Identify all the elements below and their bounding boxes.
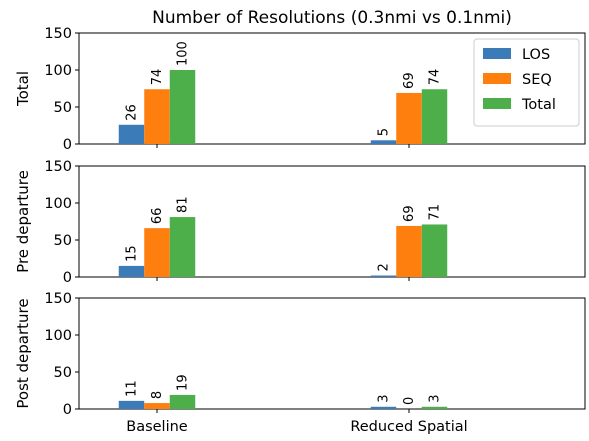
bar-los	[118, 124, 145, 144]
y-tick-label: 100	[44, 196, 72, 212]
y-tick-label: 150	[44, 159, 72, 175]
data-label: 100	[176, 41, 191, 66]
legend-label: LOS	[522, 47, 550, 63]
bar-los	[370, 406, 397, 409]
data-label: 81	[176, 197, 191, 214]
y-tick-label: 0	[63, 402, 72, 418]
y-tick-label: 50	[54, 365, 72, 381]
bar-seq	[396, 225, 422, 277]
legend-swatch-total	[483, 98, 511, 109]
y-axis-label: Post departure	[14, 298, 32, 408]
bar-total	[421, 224, 448, 277]
x-tick-label: Reduced Spatial	[350, 419, 467, 435]
bar-total	[169, 217, 196, 277]
data-label: 19	[176, 374, 191, 391]
axes-frame-3	[78, 297, 586, 410]
y-axis-label: Total	[14, 71, 32, 107]
data-label: 74	[428, 69, 443, 86]
data-label: 69	[402, 205, 417, 222]
y-axis-label: Pre departure	[14, 170, 32, 273]
legend-label: Total	[521, 97, 556, 113]
bar-los	[370, 275, 397, 277]
data-label: 0	[402, 397, 417, 405]
data-label: 26	[125, 104, 140, 121]
bar-seq	[144, 228, 170, 277]
bar-total	[421, 89, 448, 144]
bar-los	[370, 140, 397, 144]
bar-total	[421, 406, 448, 409]
x-tick-label: Baseline	[126, 419, 188, 435]
y-tick-label: 150	[44, 26, 72, 42]
bar-seq	[144, 89, 170, 144]
y-tick-label: 50	[54, 233, 72, 249]
data-label: 3	[428, 394, 443, 402]
legend-label: SEQ	[522, 72, 552, 88]
bar-seq	[396, 92, 422, 144]
bar-los	[118, 265, 145, 277]
y-tick-label: 100	[44, 63, 72, 79]
data-label: 15	[125, 245, 140, 262]
data-label: 2	[377, 263, 392, 271]
y-tick-label: 0	[63, 270, 72, 286]
data-label: 66	[150, 208, 165, 225]
y-tick-label: 50	[54, 100, 72, 116]
data-label: 3	[377, 394, 392, 402]
legend-swatch-seq	[483, 73, 511, 84]
bar-seq	[144, 403, 170, 409]
axes-frame-1	[78, 32, 586, 145]
y-tick-label: 150	[44, 291, 72, 307]
bar-total	[169, 70, 196, 144]
data-label: 11	[125, 380, 140, 397]
axes-frame-2	[78, 165, 586, 278]
data-label: 71	[428, 204, 443, 221]
data-label: 69	[402, 72, 417, 89]
data-label: 5	[377, 128, 392, 136]
legend-swatch-los	[483, 48, 511, 59]
bar-los	[118, 400, 145, 409]
chart-title: Number of Resolutions (0.3nmi vs 0.1nmi)	[152, 8, 512, 28]
bar-total	[169, 394, 196, 409]
data-label: 8	[150, 391, 165, 399]
data-label: 74	[150, 69, 165, 86]
y-tick-label: 0	[63, 137, 72, 153]
y-tick-label: 100	[44, 328, 72, 344]
